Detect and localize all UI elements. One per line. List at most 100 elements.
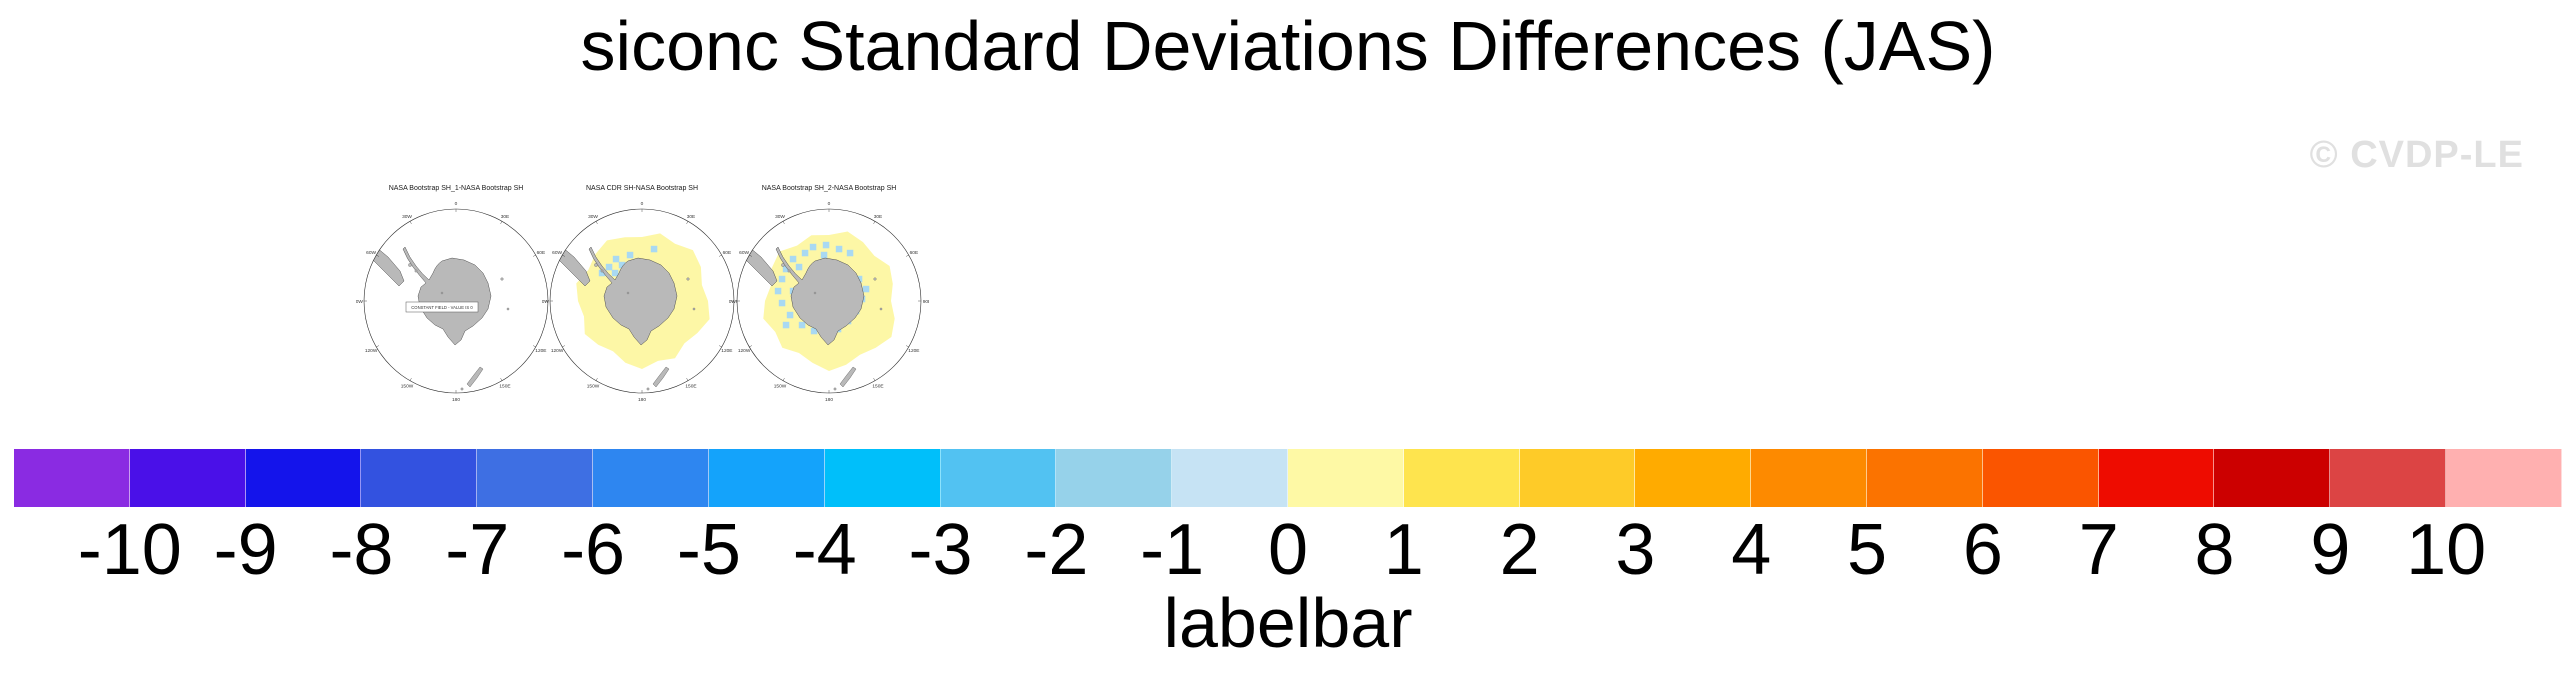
labelbar-color-box [2330,449,2447,507]
graticule-tick [782,377,785,381]
longitude-label: 150E [499,384,510,390]
labelbar-color-box [1751,449,1867,507]
longitude-label: 90W [542,299,549,305]
island [781,263,785,267]
longitude-label: 150E [872,384,883,390]
longitude-label: 30W [402,214,412,220]
island [440,291,444,295]
labelbar-color-box [1403,449,1520,507]
antarctica-landmass [775,246,865,346]
labelbar-tick-label: 3 [1615,510,1656,590]
island [833,387,837,391]
graticule-tick [718,345,722,348]
map-panel-title: NASA Bootstrap SH_2-NASA Bootstrap SH [761,185,897,192]
longitude-label: 60W [739,250,749,256]
graticule-tick [905,254,909,257]
graticule-tick [376,254,380,257]
antarctica-map: 030E60E90E120E150E180150W120W90W60W30WCO… [356,201,556,403]
cvdp-le-watermark: © CVDP-LE [2309,134,2524,176]
graticule-tick [562,345,566,348]
island [626,291,630,295]
graticule-tick [409,221,412,225]
longitude-label: 150W [587,384,600,390]
longitude-label: 180 [452,397,460,403]
graticule-tick [532,345,536,348]
negative-difference-cell [822,241,830,249]
new-zealand [466,366,484,388]
longitude-label: 90W [356,299,363,305]
labelbar-color-box [1635,449,1752,507]
labelbar-tick-label: 1 [1383,510,1424,590]
island [506,307,510,311]
negative-difference-cell [612,255,620,263]
longitude-label: 30E [501,214,510,220]
labelbar-color-box [2098,449,2215,507]
island [500,277,504,281]
labelbar-color-box [1519,449,1636,507]
negative-difference-cell [786,311,794,319]
graticule-tick [562,254,566,257]
labelbar-color-box [1056,449,1173,507]
labelbar-color-box [2446,449,2562,507]
island [600,269,604,273]
negative-difference-cell [795,263,803,271]
map-panel-title: NASA Bootstrap SH_1-NASA Bootstrap SH [388,185,524,192]
graticule-tick [718,254,722,257]
negative-difference-cell [611,269,619,277]
antarctica-landmass [588,246,678,346]
labelbar-color-box [940,449,1057,507]
longitude-label: 180 [638,397,646,403]
negative-difference-cell [789,255,797,263]
labelbar-tick-label: 7 [2078,510,2119,590]
longitude-label: 0 [641,201,644,207]
antarctica-map: 030E60E90E120E150E180150W120W90W60W30W [542,201,742,403]
graticule-tick [749,345,753,348]
labelbar-tick-label: -9 [213,510,278,590]
graticule-tick [873,221,876,225]
negative-difference-cell [774,287,782,295]
longitude-label: 120W [365,348,378,354]
graticule-tick [409,377,412,381]
constant-field-box [405,301,479,313]
negative-difference-cell [801,249,809,257]
island [594,263,598,267]
labelbar-tick-label: 6 [1962,510,2003,590]
labelbar [14,449,2562,507]
labelbar-tick-label: 2 [1499,510,1540,590]
labelbar-color-box [2214,449,2331,507]
longitude-label: 120E [721,348,732,354]
labelbar-color-box [1172,449,1288,507]
longitude-label: 60E [910,250,919,256]
island [460,387,464,391]
graticule-tick [782,221,785,225]
labelbar-tick-label: -5 [676,510,741,590]
map-panel-title: NASA CDR SH-NASA Bootstrap SH [585,185,699,192]
longitude-label: 0 [455,201,458,207]
graticule-tick [376,345,380,348]
negative-difference-cell [782,321,790,329]
island [408,263,412,267]
antarctica-landmass [402,246,492,346]
negative-difference-cell [626,251,634,259]
labelbar-tick-label: -3 [908,510,973,590]
labelbar-tick-label: 0 [1267,510,1309,590]
labelbar-tick-label: -2 [1024,510,1089,590]
negative-difference-cell [820,251,828,259]
labelbar-tick-label: 4 [1731,510,1772,590]
labelbar-tick-label: 5 [1847,510,1888,590]
graticule-tick [686,221,689,225]
island [692,307,696,311]
graticule-tick [873,377,876,381]
negative-difference-cell [650,245,658,253]
longitude-label: 120W [551,348,564,354]
longitude-label: 60W [366,250,376,256]
island [686,277,690,281]
labelbar-tick-label: -7 [445,510,510,590]
page-title: siconc Standard Deviations Differences (… [580,7,1996,85]
labelbar-color-box [1287,449,1404,507]
graticule-tick [500,377,503,381]
labelbar-tick-label: 10 [2406,510,2487,590]
longitude-label: 180 [825,397,833,403]
graticule-tick [686,377,689,381]
labelbar-color-box [824,449,941,507]
